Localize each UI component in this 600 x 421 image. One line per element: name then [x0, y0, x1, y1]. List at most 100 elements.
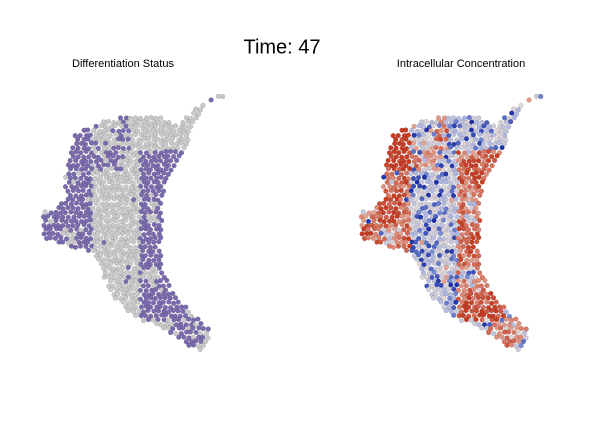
cell: [93, 201, 99, 207]
cell: [415, 175, 422, 181]
cell: [114, 287, 120, 293]
cell: [462, 115, 468, 121]
cell: [45, 213, 51, 219]
cell: [163, 312, 169, 318]
cell: [475, 295, 482, 301]
cell: [430, 253, 437, 259]
cell: [430, 295, 437, 301]
cell: [439, 223, 445, 229]
cell: [95, 239, 101, 245]
cell: [416, 235, 422, 242]
cell: [50, 230, 56, 237]
cell: [417, 183, 423, 189]
cell: [468, 300, 475, 306]
cell: [449, 230, 455, 237]
cell: [498, 119, 504, 126]
cell: [108, 286, 114, 293]
cell: [156, 153, 162, 159]
cell: [451, 286, 457, 292]
cell: [413, 196, 419, 203]
cell: [453, 119, 459, 125]
cell: [460, 244, 466, 250]
cell: [159, 217, 165, 224]
cell: [463, 188, 469, 194]
cell: [97, 175, 104, 181]
cell: [128, 209, 134, 215]
cell: [443, 136, 449, 142]
cell: [85, 127, 91, 133]
cell: [113, 131, 119, 137]
cell: [100, 136, 106, 142]
cell: [65, 205, 71, 211]
cell: [92, 175, 99, 182]
cell: [145, 316, 152, 323]
cell: [427, 209, 433, 215]
cell: [399, 213, 405, 219]
cell: [123, 132, 129, 138]
cell: [171, 163, 177, 169]
cell: [83, 243, 89, 250]
cell: [120, 188, 127, 194]
cell: [404, 230, 410, 236]
cell: [450, 277, 457, 284]
cell: [483, 171, 489, 177]
cell: [161, 179, 167, 185]
cell: [165, 317, 171, 324]
cell: [165, 153, 171, 159]
cell: [472, 226, 478, 232]
cell: [494, 128, 500, 134]
cell: [172, 295, 179, 301]
cell: [426, 286, 432, 293]
cell: [516, 321, 522, 327]
cell: [138, 304, 145, 310]
cell: [125, 162, 131, 168]
cell: [448, 239, 455, 245]
cell: [408, 144, 415, 150]
cell: [125, 213, 131, 220]
cell: [384, 179, 390, 185]
cell: [100, 188, 107, 194]
cell: [101, 162, 107, 168]
cell: [453, 153, 459, 159]
cell: [57, 226, 64, 232]
cell: [76, 213, 82, 220]
cell: [391, 149, 397, 155]
cell: [172, 149, 179, 155]
cell: [138, 219, 144, 225]
cell: [191, 110, 197, 116]
cell: [404, 154, 410, 160]
cell: [433, 291, 439, 297]
cell: [86, 230, 92, 236]
cell: [137, 140, 143, 146]
cell: [468, 127, 475, 133]
cell: [166, 299, 172, 305]
cell: [480, 295, 486, 301]
cell: [476, 200, 482, 207]
cell: [135, 171, 141, 177]
cell: [60, 223, 66, 229]
cell: [65, 231, 71, 237]
cell: [490, 149, 497, 155]
cell: [474, 248, 480, 254]
cell: [508, 334, 514, 341]
cell: [148, 278, 155, 284]
cell: [411, 132, 417, 138]
cell: [506, 124, 512, 130]
cell: [518, 325, 524, 332]
cell: [188, 124, 194, 130]
cell: [424, 127, 430, 133]
cell: [466, 184, 473, 190]
cell: [449, 256, 455, 262]
cell: [157, 303, 163, 310]
cell: [423, 204, 429, 211]
cell: [441, 278, 447, 285]
cell: [55, 231, 61, 238]
cell: [518, 343, 524, 349]
cell: [441, 200, 447, 207]
cell: [100, 257, 107, 263]
cell: [469, 282, 475, 288]
cell: [499, 317, 505, 323]
cell: [60, 239, 66, 245]
cell: [453, 291, 459, 297]
